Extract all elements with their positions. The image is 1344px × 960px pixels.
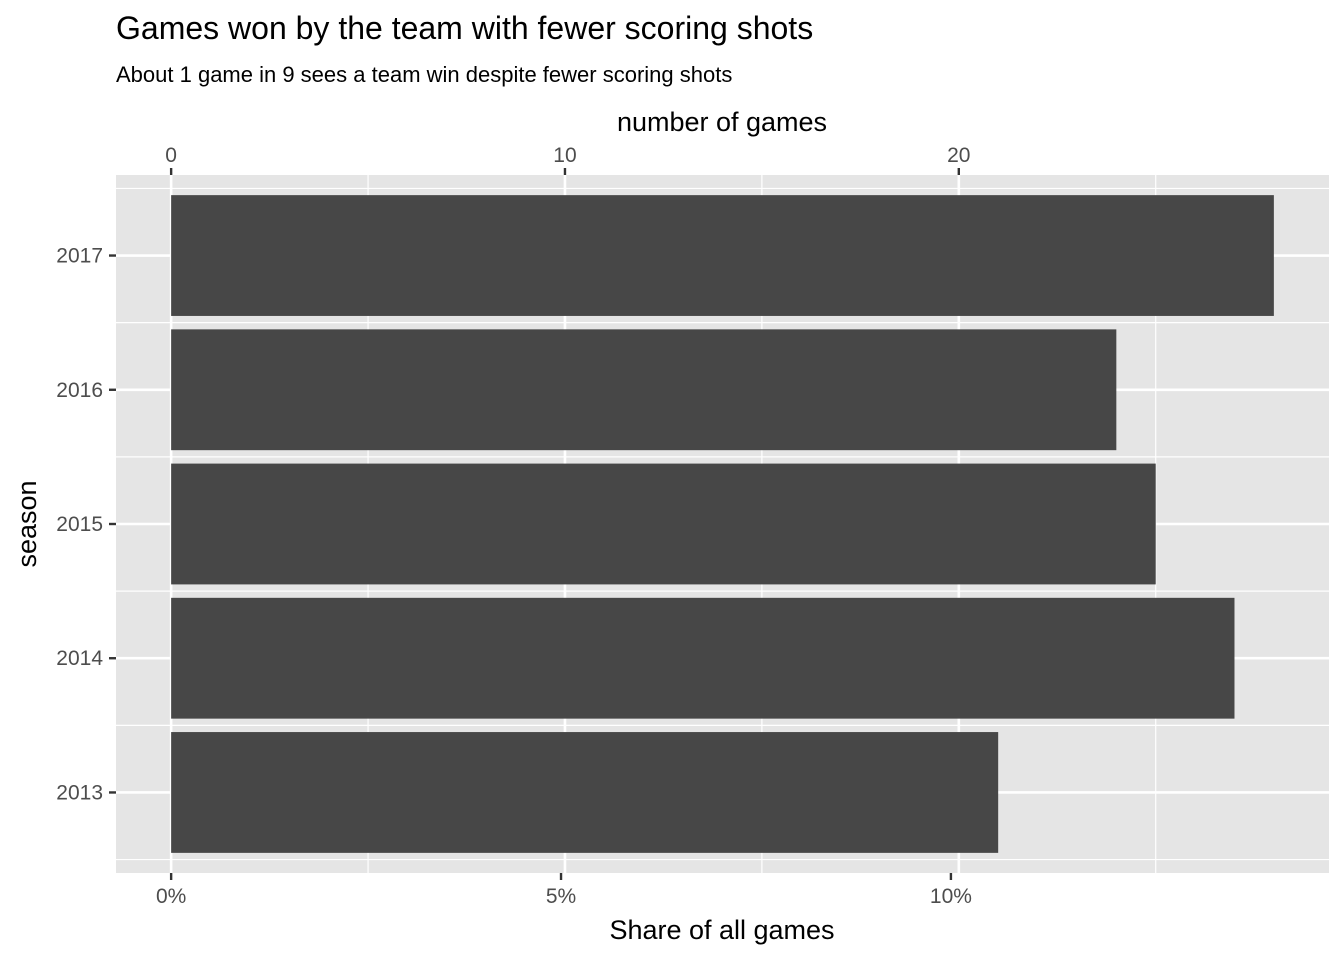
y-tick-label-2013: 2013 (56, 781, 103, 804)
y-tick-label-2017: 2017 (56, 245, 103, 268)
top-tick-label-0: 0 (165, 144, 177, 167)
bottom-tick-label-5: 5% (546, 885, 576, 908)
top-axis-title: number of games (617, 107, 827, 137)
axis-layer: 2017 2016 2015 2014 2013 0 10 20 0% 5% 10% (56, 144, 972, 908)
bottom-tick-label-0: 0% (156, 885, 186, 908)
bar-2017 (171, 195, 1274, 316)
y-tick-label-2014: 2014 (56, 647, 103, 670)
chart-title: Games won by the team with fewer scoring… (116, 10, 813, 46)
top-tick-label-20: 20 (947, 144, 970, 167)
chart-subtitle: About 1 game in 9 sees a team win despit… (116, 62, 732, 87)
y-tick-label-2016: 2016 (56, 379, 103, 402)
bar-layer (171, 195, 1274, 853)
bar-2013 (171, 732, 999, 853)
bar-2015 (171, 463, 1156, 585)
top-tick-label-10: 10 (553, 144, 576, 167)
y-tick-label-2015: 2015 (56, 513, 103, 536)
bottom-tick-label-10: 10% (930, 885, 972, 908)
bar-2016 (171, 329, 1117, 451)
bar-2014 (171, 597, 1235, 719)
bottom-axis-title: Share of all games (609, 915, 834, 945)
y-axis-title: season (12, 480, 42, 567)
